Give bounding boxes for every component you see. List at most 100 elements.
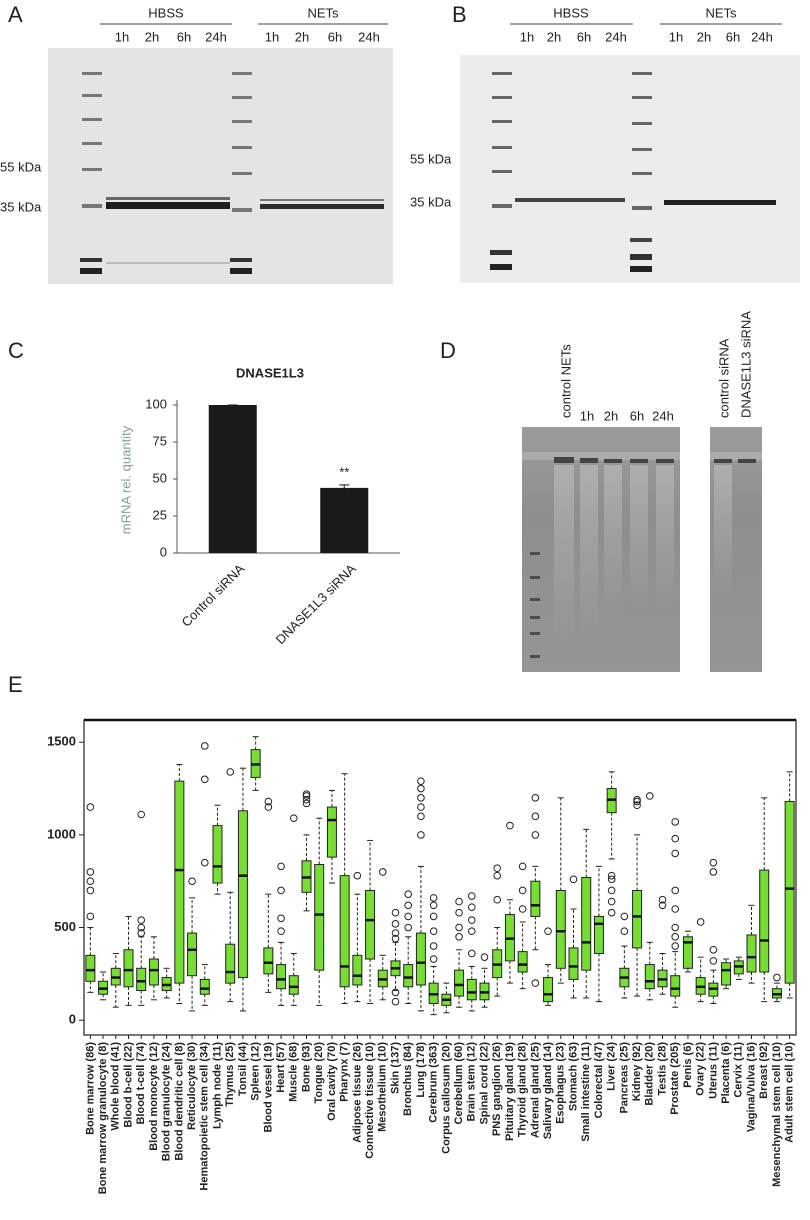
plot-frame xyxy=(83,719,797,1036)
outlier xyxy=(302,790,311,798)
box xyxy=(784,801,795,984)
x-tick-label: Placenta (6) xyxy=(720,1042,732,1104)
lane-label: control NETs xyxy=(558,344,573,418)
outlier xyxy=(404,923,413,932)
box xyxy=(326,806,337,858)
lane-label: 2h xyxy=(547,29,561,44)
box xyxy=(352,954,363,986)
gel-d xyxy=(522,427,762,672)
outlier xyxy=(264,803,273,811)
outlier xyxy=(518,886,527,895)
outlier xyxy=(671,834,680,843)
outlier xyxy=(353,871,362,880)
outlier xyxy=(620,912,629,921)
outlier xyxy=(404,912,413,921)
box xyxy=(517,951,528,973)
x-tick-label: Control siRNA xyxy=(178,561,247,630)
x-tick-label: Brain stem (12) xyxy=(466,1042,478,1122)
x-tick-label: Tongue (20) xyxy=(313,1042,325,1104)
x-tick-label: Blood t-cell (74) xyxy=(135,1042,147,1125)
x-tick-label: Hematopoietic stem cell (34) xyxy=(199,1042,211,1191)
x-tick-label: Bone marrow granulocyte (8) xyxy=(97,1042,109,1195)
x-tick-label: Lymph node (11) xyxy=(211,1042,223,1129)
x-tick-label: Testis (28) xyxy=(656,1042,668,1096)
outlier xyxy=(671,932,680,941)
lane-label: 1h xyxy=(265,29,279,44)
panel-label: B xyxy=(452,2,467,27)
lane-label: control siRNA xyxy=(716,338,731,418)
box xyxy=(136,967,147,992)
box xyxy=(237,810,248,979)
outlier xyxy=(200,742,209,750)
outlier xyxy=(378,868,387,876)
x-tick-label: Bronchus (84) xyxy=(402,1042,414,1116)
x-tick-label: PNS ganglion (26) xyxy=(491,1042,503,1136)
x-tick-label: Liver (24) xyxy=(606,1042,618,1091)
x-tick-label: Tonsil (44) xyxy=(237,1042,249,1097)
outlier xyxy=(493,871,502,880)
x-tick-label: Kidney (92) xyxy=(631,1042,643,1102)
outlier xyxy=(277,927,285,936)
x-tick-label: Penis (6) xyxy=(682,1042,694,1088)
outlier xyxy=(531,979,540,987)
lane-label: 1h xyxy=(580,408,594,423)
box xyxy=(721,962,732,986)
outlier xyxy=(518,905,527,913)
box xyxy=(543,977,554,1003)
outlier xyxy=(467,892,476,900)
panel-label: E xyxy=(8,672,23,697)
box xyxy=(314,864,325,971)
outlier xyxy=(493,895,502,904)
outlier xyxy=(302,799,311,808)
outlier xyxy=(633,801,641,810)
x-tick-label: Skin (137) xyxy=(389,1042,401,1094)
outlier xyxy=(417,803,425,811)
marker-label: 55 kDa xyxy=(410,151,452,166)
outlier xyxy=(404,890,413,898)
panel-label: A xyxy=(8,2,23,27)
outlier xyxy=(429,942,438,950)
lane-label: 6h xyxy=(630,408,644,423)
outlier xyxy=(773,973,781,982)
outlier xyxy=(137,810,146,819)
x-tick-label: Bone (93) xyxy=(300,1042,312,1092)
lane-label: 1h xyxy=(669,29,683,44)
x-tick-label: Spleen (12) xyxy=(250,1042,262,1101)
lane-label: 2h xyxy=(697,29,711,44)
x-tick-label: Adrenal gland (25) xyxy=(529,1042,541,1138)
x-tick-label: Thyroid gland (28) xyxy=(517,1042,529,1138)
box xyxy=(199,978,210,995)
y-tick-label: 0 xyxy=(69,1012,76,1027)
outlier xyxy=(709,945,718,954)
outlier xyxy=(506,821,514,830)
outlier xyxy=(391,929,400,937)
outlier xyxy=(671,849,680,858)
outlier xyxy=(137,929,146,937)
outlier xyxy=(467,949,476,958)
outlier xyxy=(86,803,95,811)
outlier xyxy=(200,775,209,784)
box xyxy=(454,969,465,997)
outlier xyxy=(429,955,438,963)
outlier xyxy=(658,895,667,904)
marker-label: 35 kDa xyxy=(410,194,452,209)
outlier xyxy=(607,871,616,880)
outlier xyxy=(671,818,680,826)
lane-label: 6h xyxy=(328,29,342,44)
outlier xyxy=(607,875,616,884)
x-tick-label: Cerebrum (363) xyxy=(428,1042,440,1123)
outlier xyxy=(417,777,425,785)
outlier xyxy=(391,997,400,1006)
outlier xyxy=(417,784,425,793)
x-tick-label: DNASE1L3 siRNA xyxy=(273,561,359,647)
x-tick-label: Bladder (20) xyxy=(644,1042,656,1106)
outlier xyxy=(264,797,273,806)
lane-label: 24h xyxy=(605,29,627,44)
box xyxy=(670,975,681,997)
outlier xyxy=(531,794,540,802)
lane-label: 6h xyxy=(577,29,591,44)
x-tick-label: Blood vessel (19) xyxy=(262,1042,274,1133)
y-tick-label: 75 xyxy=(153,433,167,448)
lane-label: 24h xyxy=(205,29,227,44)
